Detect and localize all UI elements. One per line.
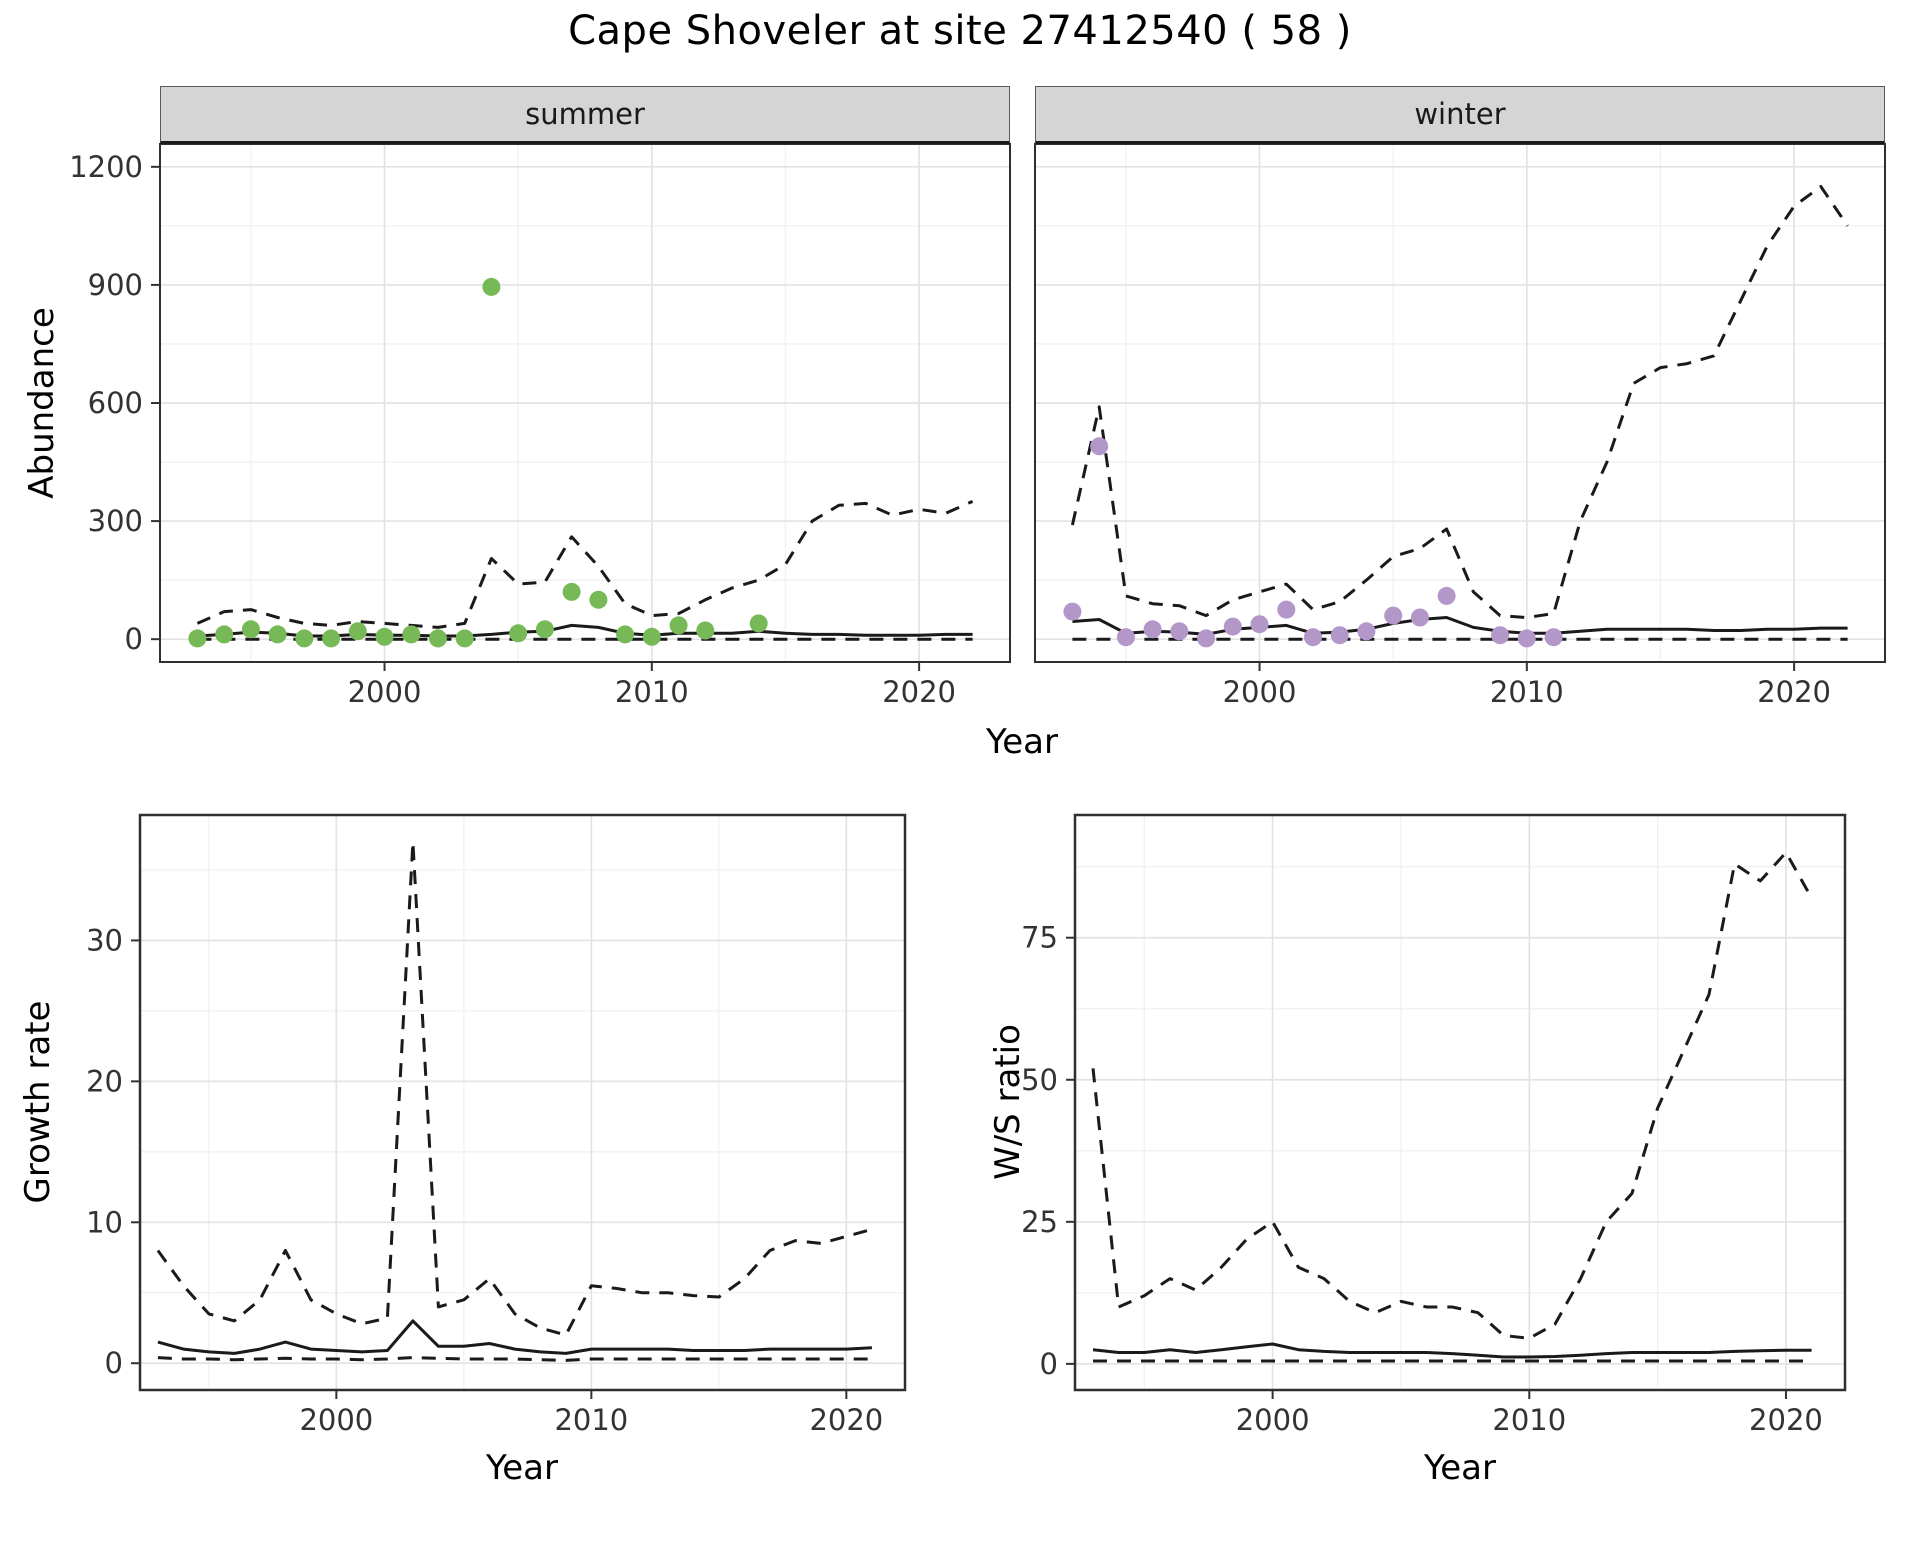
abundance_summer-y-tick-label: 0	[125, 622, 143, 656]
abundance_summer-observed-point	[241, 620, 260, 639]
abundance_winter-ci_upper-line	[1070, 185, 1849, 619]
abundance_winter-observed-point	[1544, 628, 1563, 647]
growth_rate-y-tick-label: 30	[86, 923, 123, 957]
facet-strip-summer: summer	[160, 86, 1010, 144]
chart-title: Cape Shoveler at site 27412540 ( 58 )	[568, 8, 1352, 54]
abundance_winter-observed-point	[1437, 586, 1456, 605]
abundance_winter-observed-point	[1357, 622, 1376, 641]
growth_rate-ci_lower-line	[157, 1356, 872, 1362]
growth_rate-x-tick-label: 2000	[299, 1403, 373, 1437]
ws_ratio-x-tick-label: 2020	[1749, 1403, 1823, 1437]
abundance_summer-observed-point	[509, 624, 528, 643]
abundance_summer-y-tick-label: 1200	[69, 150, 143, 184]
abundance_winter-observed-point	[1304, 628, 1322, 647]
abundance_winter-observed-point	[1410, 608, 1429, 627]
facet-strip-summer-label: summer	[525, 97, 645, 131]
abundance_summer-observed-point	[642, 627, 661, 646]
y-axis-title-ws-ratio: W/S ratio	[988, 1024, 1028, 1180]
ws_ratio-y-tick-label: 25	[1021, 1205, 1058, 1239]
abundance_winter-observed-point	[1517, 629, 1536, 648]
abundance_winter-observed-point	[1384, 606, 1403, 625]
abundance_winter-observed-point	[1223, 617, 1242, 636]
abundance_winter-x-tick-label: 2010	[1490, 675, 1564, 709]
abundance_summer-observed-point	[322, 629, 341, 648]
ws_ratio-y-tick-label: 50	[1021, 1063, 1058, 1097]
ws_ratio-y-tick-label: 75	[1021, 921, 1058, 955]
ws_ratio-y-tick-label: 0	[1040, 1347, 1058, 1381]
abundance_summer-observed-point	[616, 625, 635, 644]
abundance_summer-observed-point	[482, 277, 501, 296]
growth_rate-fit-line	[157, 1319, 872, 1355]
abundance_summer-x-tick-label: 2010	[615, 675, 689, 709]
ws_ratio-fit-line	[1092, 1342, 1812, 1359]
abundance_summer-observed-point	[268, 625, 287, 644]
growth_rate-y-tick-label: 20	[86, 1064, 123, 1098]
abundance_summer-observed-point	[669, 616, 688, 635]
abundance_winter-observed-point	[1170, 622, 1189, 641]
x-axis-title-year-growth: Year	[486, 1448, 558, 1488]
abundance_winter-observed-point	[1116, 628, 1135, 647]
abundance_summer-observed-point	[429, 629, 447, 648]
y-axis-title-abundance: Abundance	[22, 307, 62, 499]
abundance_winter-observed-point	[1090, 437, 1109, 456]
growth_rate-y-tick-label: 10	[86, 1205, 123, 1239]
ws_ratio-ci_upper-line	[1091, 851, 1813, 1340]
abundance_summer-observed-point	[589, 590, 608, 609]
abundance_summer-observed-point	[402, 625, 421, 644]
x-axis-title-year-ratio: Year	[1424, 1448, 1496, 1488]
abundance_summer-observed-point	[749, 614, 768, 633]
y-axis-title-growth-rate: Growth rate	[18, 1000, 58, 1204]
abundance_summer-observed-point	[188, 629, 207, 648]
facet-strip-winter-label: winter	[1414, 97, 1506, 131]
abundance_summer-observed-point	[562, 582, 581, 601]
abundance_summer-y-tick-label: 900	[88, 268, 143, 302]
abundance_summer-ci_upper-line	[196, 500, 974, 629]
abundance_summer-observed-point	[535, 620, 554, 639]
growth_rate-x-tick-label: 2020	[809, 1403, 883, 1437]
abundance_winter-fit-line	[1072, 616, 1848, 636]
abundance_summer-observed-point	[696, 621, 715, 640]
abundance_summer-observed-point	[295, 629, 314, 648]
abundance_summer-observed-point	[348, 622, 367, 641]
abundance_summer-observed-point	[215, 625, 234, 644]
abundance_winter-observed-point	[1491, 626, 1510, 645]
abundance_winter-observed-point	[1250, 615, 1269, 634]
abundance_summer-observed-point	[455, 629, 474, 648]
abundance_winter-observed-point	[1143, 620, 1162, 639]
abundance_winter-observed-point	[1277, 600, 1296, 619]
abundance_winter-x-tick-label: 2000	[1223, 675, 1297, 709]
abundance_summer-x-tick-label: 2000	[348, 675, 422, 709]
abundance_winter-observed-point	[1330, 626, 1349, 645]
abundance_winter-observed-point	[1197, 629, 1216, 648]
abundance_winter-x-tick-label: 2020	[1757, 675, 1831, 709]
abundance_summer-fit-line	[197, 623, 973, 638]
abundance_winter-observed-point	[1063, 602, 1082, 621]
facet-strip-winter: winter	[1035, 86, 1885, 144]
ws_ratio-x-tick-label: 2000	[1236, 1403, 1310, 1437]
growth_rate-y-tick-label: 0	[105, 1346, 123, 1380]
x-axis-title-year-top: Year	[986, 722, 1058, 762]
abundance_summer-x-tick-label: 2020	[882, 675, 956, 709]
ws_ratio-x-tick-label: 2010	[1492, 1403, 1566, 1437]
growth_rate-x-tick-label: 2010	[554, 1403, 628, 1437]
abundance_summer-observed-point	[375, 627, 394, 646]
growth_rate-ci_upper-line	[156, 840, 873, 1337]
abundance_summer-y-tick-label: 300	[88, 504, 143, 538]
abundance_summer-y-tick-label: 600	[88, 386, 143, 420]
